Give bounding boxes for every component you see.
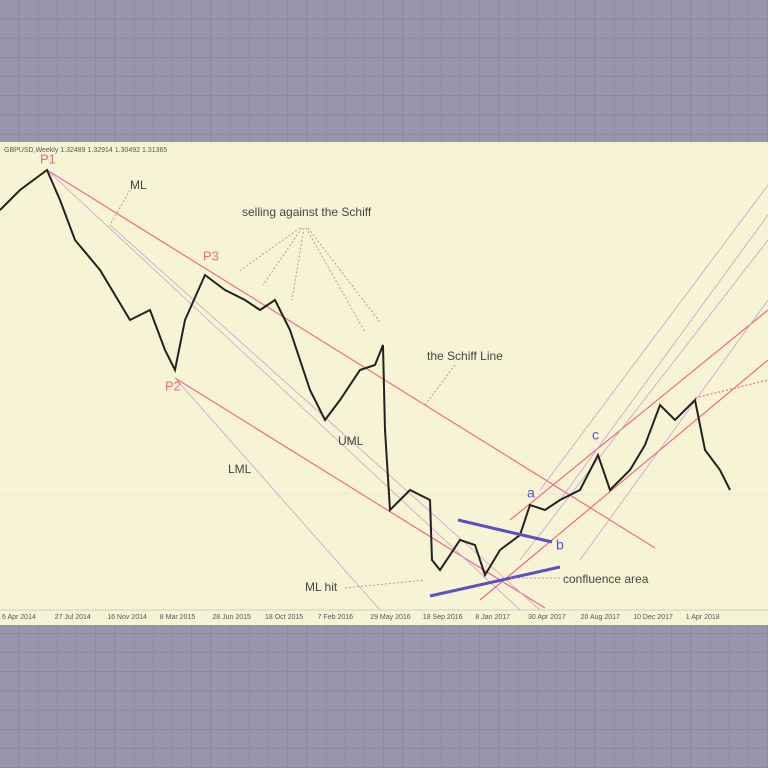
label: b [556, 537, 564, 553]
symbol-info: GBPUSD,Weekly 1.32489 1.32914 1.30492 1.… [4, 147, 167, 154]
date-label: 1 Apr 2018 [686, 614, 720, 621]
date-label: 27 Jul 2014 [55, 614, 91, 621]
date-label: 10 Dec 2017 [633, 614, 673, 621]
date-label: 29 May 2016 [370, 614, 411, 621]
label: P1 [40, 151, 56, 166]
date-label: 28 Jun 2015 [212, 614, 251, 621]
date-label: 18 Sep 2016 [423, 614, 463, 621]
label: UML [338, 434, 364, 448]
label: P2 [165, 378, 181, 393]
label: confluence area [563, 572, 649, 586]
label: LML [228, 462, 252, 476]
price-trace [0, 168, 731, 578]
date-label: 8 Mar 2015 [160, 614, 196, 621]
date-label: 30 Apr 2017 [528, 614, 566, 621]
date-label: 18 Oct 2015 [265, 614, 303, 621]
label: ML [130, 178, 147, 192]
date-axis: 6 Apr 2014 27 Jul 2014 16 Nov 2014 8 Mar 20… [2, 614, 720, 621]
label: a [527, 485, 535, 501]
label: c [592, 427, 599, 443]
label: ML hit [305, 580, 338, 594]
label: selling against the Schiff [242, 205, 372, 219]
label: P3 [203, 248, 219, 263]
pitchfork-lines [46, 169, 768, 611]
date-label: 7 Feb 2016 [318, 614, 354, 621]
triangle-lines [429, 518, 561, 598]
date-label: 20 Aug 2017 [581, 614, 620, 621]
date-label: 6 Apr 2014 [2, 614, 36, 621]
date-label: 8 Jan 2017 [475, 614, 510, 621]
date-label: 16 Nov 2014 [107, 614, 147, 621]
label: the Schiff Line [427, 349, 503, 363]
annotation-leaders [109, 189, 560, 589]
